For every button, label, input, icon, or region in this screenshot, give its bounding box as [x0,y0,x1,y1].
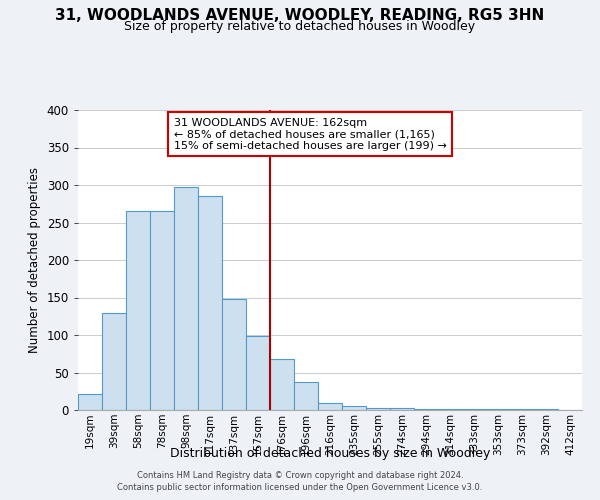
Bar [390,408,414,410]
Text: Distribution of detached houses by size in Woodley: Distribution of detached houses by size … [170,447,490,460]
Bar [462,409,486,410]
Text: Size of property relative to detached houses in Woodley: Size of property relative to detached ho… [124,20,476,33]
Text: 31, WOODLANDS AVENUE, WOODLEY, READING, RG5 3HN: 31, WOODLANDS AVENUE, WOODLEY, READING, … [55,8,545,22]
Bar [366,408,390,410]
Bar [150,211,174,410]
Bar [438,409,462,410]
Bar [294,382,318,410]
Bar [126,211,150,410]
Bar [342,406,366,410]
Bar [510,409,534,410]
Bar [222,299,246,410]
Bar [102,312,126,410]
Bar [534,409,558,410]
Bar [486,409,510,410]
Bar [174,186,198,410]
Bar [318,403,342,410]
Bar [270,359,294,410]
Text: Contains HM Land Registry data © Crown copyright and database right 2024.
Contai: Contains HM Land Registry data © Crown c… [118,471,482,492]
Bar [198,196,222,410]
Bar [414,409,438,410]
Bar [246,336,270,410]
Y-axis label: Number of detached properties: Number of detached properties [28,167,41,353]
Text: 31 WOODLANDS AVENUE: 162sqm
← 85% of detached houses are smaller (1,165)
15% of : 31 WOODLANDS AVENUE: 162sqm ← 85% of det… [174,118,447,150]
Bar [78,394,102,410]
